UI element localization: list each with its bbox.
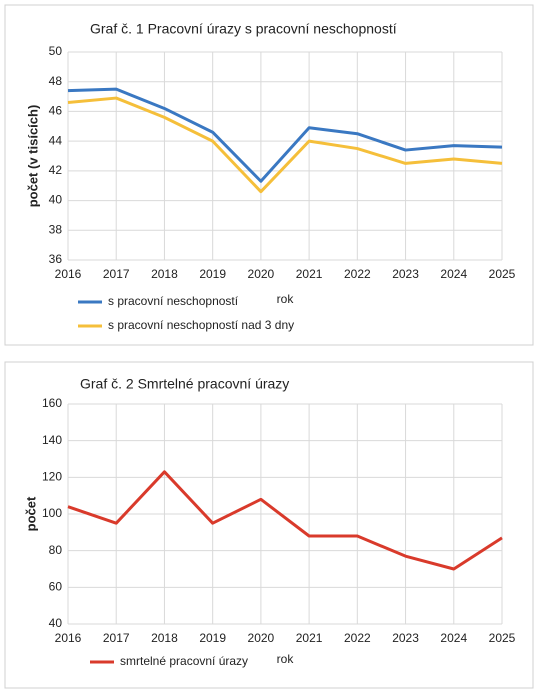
x-tick-label: 2022 [344, 267, 371, 281]
panel [4, 361, 534, 689]
data-line [67, 470, 503, 571]
y-tick-label: 40 [49, 616, 63, 630]
y-tick-label: 50 [49, 44, 63, 58]
data-line [67, 96, 503, 194]
x-tick-label: 2025 [489, 631, 516, 645]
x-tick-label: 2017 [103, 631, 130, 645]
y-tick-label: 140 [42, 433, 62, 447]
y-axis-label: počet (v tisících) [25, 105, 40, 208]
y-tick-label: 120 [42, 470, 62, 484]
x-tick-label: 2021 [296, 267, 323, 281]
x-axis-label: rok [277, 652, 295, 666]
x-tick-label: 2020 [248, 267, 275, 281]
y-tick-label: 80 [49, 543, 63, 557]
y-tick-label: 46 [49, 104, 63, 118]
x-tick-label: 2023 [392, 631, 419, 645]
x-tick-label: 2018 [151, 267, 178, 281]
chart-title: Graf č. 2 Smrtelné pracovní úrazy [80, 376, 289, 392]
x-axis-label: rok [277, 292, 295, 306]
x-tick-label: 2017 [103, 267, 130, 281]
x-tick-label: 2018 [151, 631, 178, 645]
legend-label: s pracovní neschopností [108, 294, 239, 308]
y-tick-label: 42 [49, 163, 63, 177]
panel [4, 4, 534, 346]
y-tick-label: 38 [49, 222, 63, 236]
y-axis-label: počet [23, 496, 38, 531]
y-tick-label: 40 [49, 193, 63, 207]
x-tick-label: 2023 [392, 267, 419, 281]
y-tick-label: 44 [49, 133, 63, 147]
data-line [67, 87, 503, 183]
y-tick-label: 36 [49, 252, 63, 266]
legend-label: smrtelné pracovní úrazy [120, 654, 248, 668]
y-tick-label: 48 [49, 74, 63, 88]
x-tick-label: 2016 [55, 631, 82, 645]
y-tick-label: 60 [49, 580, 63, 594]
x-tick-label: 2022 [344, 631, 371, 645]
x-tick-label: 2024 [440, 631, 467, 645]
x-tick-label: 2021 [296, 631, 323, 645]
x-tick-label: 2019 [199, 267, 226, 281]
x-tick-label: 2020 [248, 631, 275, 645]
y-tick-label: 100 [42, 506, 62, 520]
x-tick-label: 2024 [440, 267, 467, 281]
x-tick-label: 2025 [489, 267, 516, 281]
y-tick-label: 160 [42, 396, 62, 410]
chart-title: Graf č. 1 Pracovní úrazy s pracovní nesc… [90, 21, 397, 37]
x-tick-label: 2016 [55, 267, 82, 281]
x-tick-label: 2019 [199, 631, 226, 645]
legend-label: s pracovní neschopností nad 3 dny [108, 318, 294, 332]
